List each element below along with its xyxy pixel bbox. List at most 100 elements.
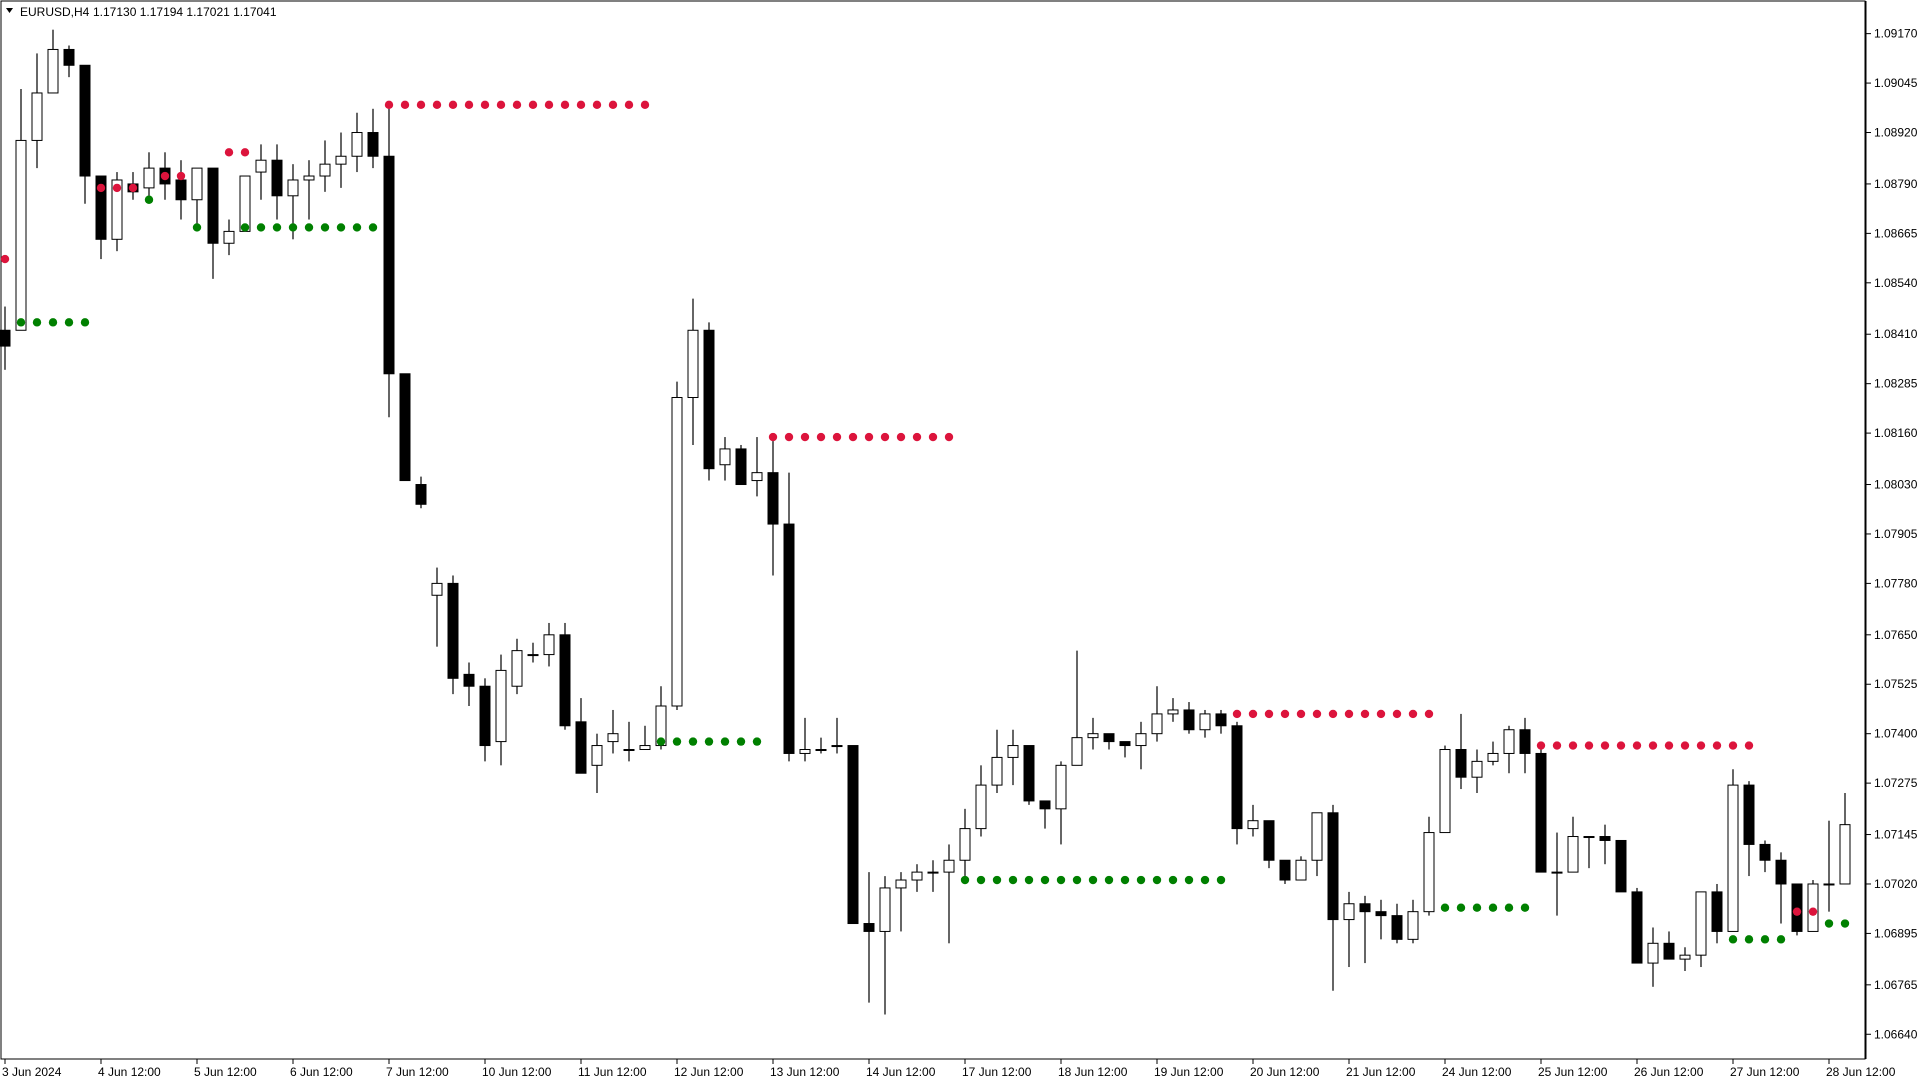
- candle[interactable]: [303, 160, 315, 220]
- candle[interactable]: [1727, 769, 1739, 932]
- candle[interactable]: [1583, 836, 1595, 869]
- candle[interactable]: [1775, 852, 1787, 924]
- candle[interactable]: [1151, 686, 1163, 742]
- candle[interactable]: [1631, 887, 1643, 964]
- candle[interactable]: [559, 622, 571, 730]
- candle[interactable]: [1135, 721, 1147, 770]
- candle[interactable]: [1343, 891, 1355, 968]
- candle[interactable]: [143, 152, 155, 200]
- candle[interactable]: [751, 437, 763, 497]
- candle[interactable]: [1839, 793, 1851, 885]
- candle[interactable]: [431, 567, 443, 647]
- candle[interactable]: [607, 709, 619, 754]
- candle[interactable]: [959, 808, 971, 877]
- candle[interactable]: [927, 860, 939, 892]
- candle[interactable]: [415, 476, 427, 509]
- candle[interactable]: [207, 167, 219, 279]
- candle[interactable]: [1199, 709, 1211, 738]
- candle[interactable]: [1023, 745, 1035, 805]
- candle[interactable]: [1039, 800, 1051, 829]
- candle[interactable]: [479, 678, 491, 762]
- candle[interactable]: [543, 622, 555, 667]
- time-axis[interactable]: 3 Jun 2024 4 Jun 12:00 5 Jun 12:00 6 Jun 12…: [2, 1059, 1896, 1079]
- candle[interactable]: [767, 437, 779, 576]
- candle[interactable]: [735, 444, 747, 486]
- candle[interactable]: [895, 872, 907, 932]
- candle[interactable]: [623, 721, 635, 762]
- candle[interactable]: [1247, 804, 1259, 837]
- candle[interactable]: [1423, 816, 1435, 916]
- candle[interactable]: [463, 662, 475, 706]
- candle[interactable]: [1503, 725, 1515, 774]
- candle[interactable]: [367, 108, 379, 169]
- candle[interactable]: [79, 64, 91, 204]
- candle[interactable]: [223, 219, 235, 256]
- candle[interactable]: [1311, 812, 1323, 877]
- candle[interactable]: [1375, 899, 1387, 940]
- candle[interactable]: [47, 29, 59, 94]
- candle[interactable]: [255, 144, 267, 200]
- candle[interactable]: [863, 872, 875, 1003]
- candle[interactable]: [1359, 895, 1371, 964]
- candle[interactable]: [1487, 741, 1499, 766]
- candle[interactable]: [1007, 729, 1019, 786]
- candle[interactable]: [1407, 899, 1419, 944]
- candle[interactable]: [943, 844, 955, 944]
- candle[interactable]: [495, 654, 507, 766]
- candle[interactable]: [847, 745, 859, 925]
- candle[interactable]: [1535, 745, 1547, 873]
- candle[interactable]: [271, 144, 283, 220]
- candle[interactable]: [351, 112, 363, 173]
- candle[interactable]: [799, 717, 811, 762]
- candle[interactable]: [1327, 804, 1339, 991]
- candle[interactable]: [191, 167, 203, 228]
- candle[interactable]: [687, 298, 699, 445]
- candle[interactable]: [1455, 713, 1467, 790]
- candle[interactable]: [239, 175, 251, 232]
- candle[interactable]: [1599, 824, 1611, 865]
- candle[interactable]: [319, 140, 331, 192]
- candle[interactable]: [719, 437, 731, 481]
- candle[interactable]: [31, 53, 43, 169]
- candle[interactable]: [1743, 781, 1755, 877]
- candle[interactable]: [783, 472, 795, 762]
- candle[interactable]: [1807, 880, 1819, 932]
- candle[interactable]: [399, 373, 411, 482]
- candle[interactable]: [1103, 733, 1115, 750]
- price-axis[interactable]: 1.09170 1.09045 1.08920 1.08790 1.08665 1.085…: [1865, 1, 1918, 1059]
- candle[interactable]: [1759, 840, 1771, 873]
- candle[interactable]: [1615, 839, 1627, 893]
- candle[interactable]: [335, 132, 347, 188]
- candle[interactable]: [511, 638, 523, 695]
- candle[interactable]: [1647, 927, 1659, 987]
- candle[interactable]: [15, 89, 27, 331]
- candle[interactable]: [1087, 717, 1099, 750]
- candle[interactable]: [671, 381, 683, 710]
- candle[interactable]: [591, 733, 603, 794]
- candle[interactable]: [447, 575, 459, 695]
- candle[interactable]: [1439, 745, 1451, 834]
- candle[interactable]: [991, 729, 1003, 794]
- candle[interactable]: [1279, 859, 1291, 884]
- candle[interactable]: [1567, 816, 1579, 873]
- candle[interactable]: [1679, 947, 1691, 971]
- candle[interactable]: [1295, 856, 1307, 881]
- candle[interactable]: [1391, 903, 1403, 944]
- candle[interactable]: [1167, 698, 1179, 722]
- candle[interactable]: [975, 765, 987, 837]
- candle[interactable]: [831, 717, 843, 754]
- candle[interactable]: [1823, 820, 1835, 912]
- candle[interactable]: [1471, 749, 1483, 794]
- candle[interactable]: [1695, 891, 1707, 968]
- candle[interactable]: [1183, 702, 1195, 734]
- candle[interactable]: [815, 737, 827, 754]
- candle[interactable]: [63, 45, 75, 78]
- candle[interactable]: [1071, 650, 1083, 766]
- candle[interactable]: [527, 642, 539, 663]
- candle[interactable]: [575, 698, 587, 774]
- candle[interactable]: [639, 725, 651, 751]
- candle[interactable]: [1551, 832, 1563, 916]
- candle[interactable]: [1711, 883, 1723, 944]
